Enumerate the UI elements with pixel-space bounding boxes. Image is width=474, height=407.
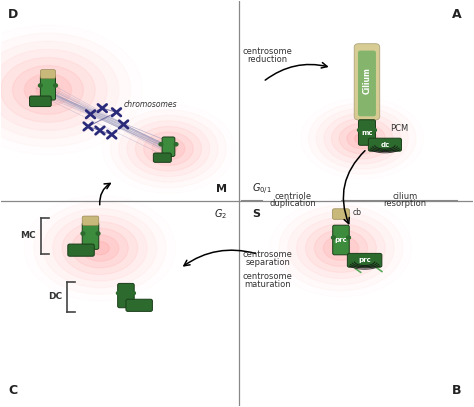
FancyBboxPatch shape [358,50,376,116]
Text: PCM: PCM [390,124,408,133]
Text: cilium: cilium [392,192,418,201]
Text: centrosome: centrosome [243,47,292,56]
FancyBboxPatch shape [40,70,55,79]
Text: cb: cb [353,208,362,217]
Text: centriole: centriole [274,192,311,201]
Ellipse shape [91,241,109,255]
Text: centrosome: centrosome [243,250,292,259]
FancyBboxPatch shape [82,216,99,225]
FancyBboxPatch shape [154,153,171,162]
Ellipse shape [357,129,361,132]
Text: prc: prc [358,257,371,263]
Text: separation: separation [245,258,290,267]
FancyBboxPatch shape [347,254,382,267]
Text: A: A [452,9,462,22]
Text: Cilium: Cilium [363,68,372,94]
Text: B: B [452,383,462,396]
FancyBboxPatch shape [118,283,134,308]
Text: centrosome: centrosome [243,272,292,281]
Ellipse shape [96,232,100,235]
FancyBboxPatch shape [368,138,401,151]
Ellipse shape [38,84,42,87]
Text: resorption: resorption [383,199,426,208]
Text: MC: MC [20,232,36,241]
FancyBboxPatch shape [40,76,55,100]
FancyBboxPatch shape [126,299,153,311]
Text: M: M [216,184,227,194]
Text: duplication: duplication [269,199,316,208]
Text: C: C [8,383,17,396]
FancyBboxPatch shape [358,120,375,145]
Ellipse shape [36,82,60,98]
FancyBboxPatch shape [82,223,99,249]
Text: $G_{0/1}$: $G_{0/1}$ [252,182,272,197]
Text: D: D [8,9,18,22]
Text: dc: dc [380,142,390,148]
Ellipse shape [159,143,163,146]
Ellipse shape [332,242,350,254]
Ellipse shape [160,143,177,154]
FancyBboxPatch shape [332,209,349,219]
Ellipse shape [117,291,120,295]
Text: reduction: reduction [247,55,288,64]
Ellipse shape [54,84,57,87]
FancyBboxPatch shape [162,137,175,156]
Text: DC: DC [48,292,62,301]
Text: chromosomes: chromosomes [124,100,177,109]
Text: mc: mc [361,129,373,136]
Text: S: S [252,210,260,219]
FancyBboxPatch shape [29,96,51,107]
Ellipse shape [373,129,376,132]
Ellipse shape [355,133,370,144]
Text: prc: prc [335,237,347,243]
Ellipse shape [331,236,335,239]
Ellipse shape [81,232,85,235]
Text: maturation: maturation [245,280,291,289]
Ellipse shape [346,236,350,239]
Ellipse shape [132,291,136,295]
Ellipse shape [174,143,178,146]
FancyBboxPatch shape [354,44,380,120]
FancyBboxPatch shape [333,225,349,255]
Text: $G_2$: $G_2$ [213,208,227,221]
FancyBboxPatch shape [68,244,94,256]
